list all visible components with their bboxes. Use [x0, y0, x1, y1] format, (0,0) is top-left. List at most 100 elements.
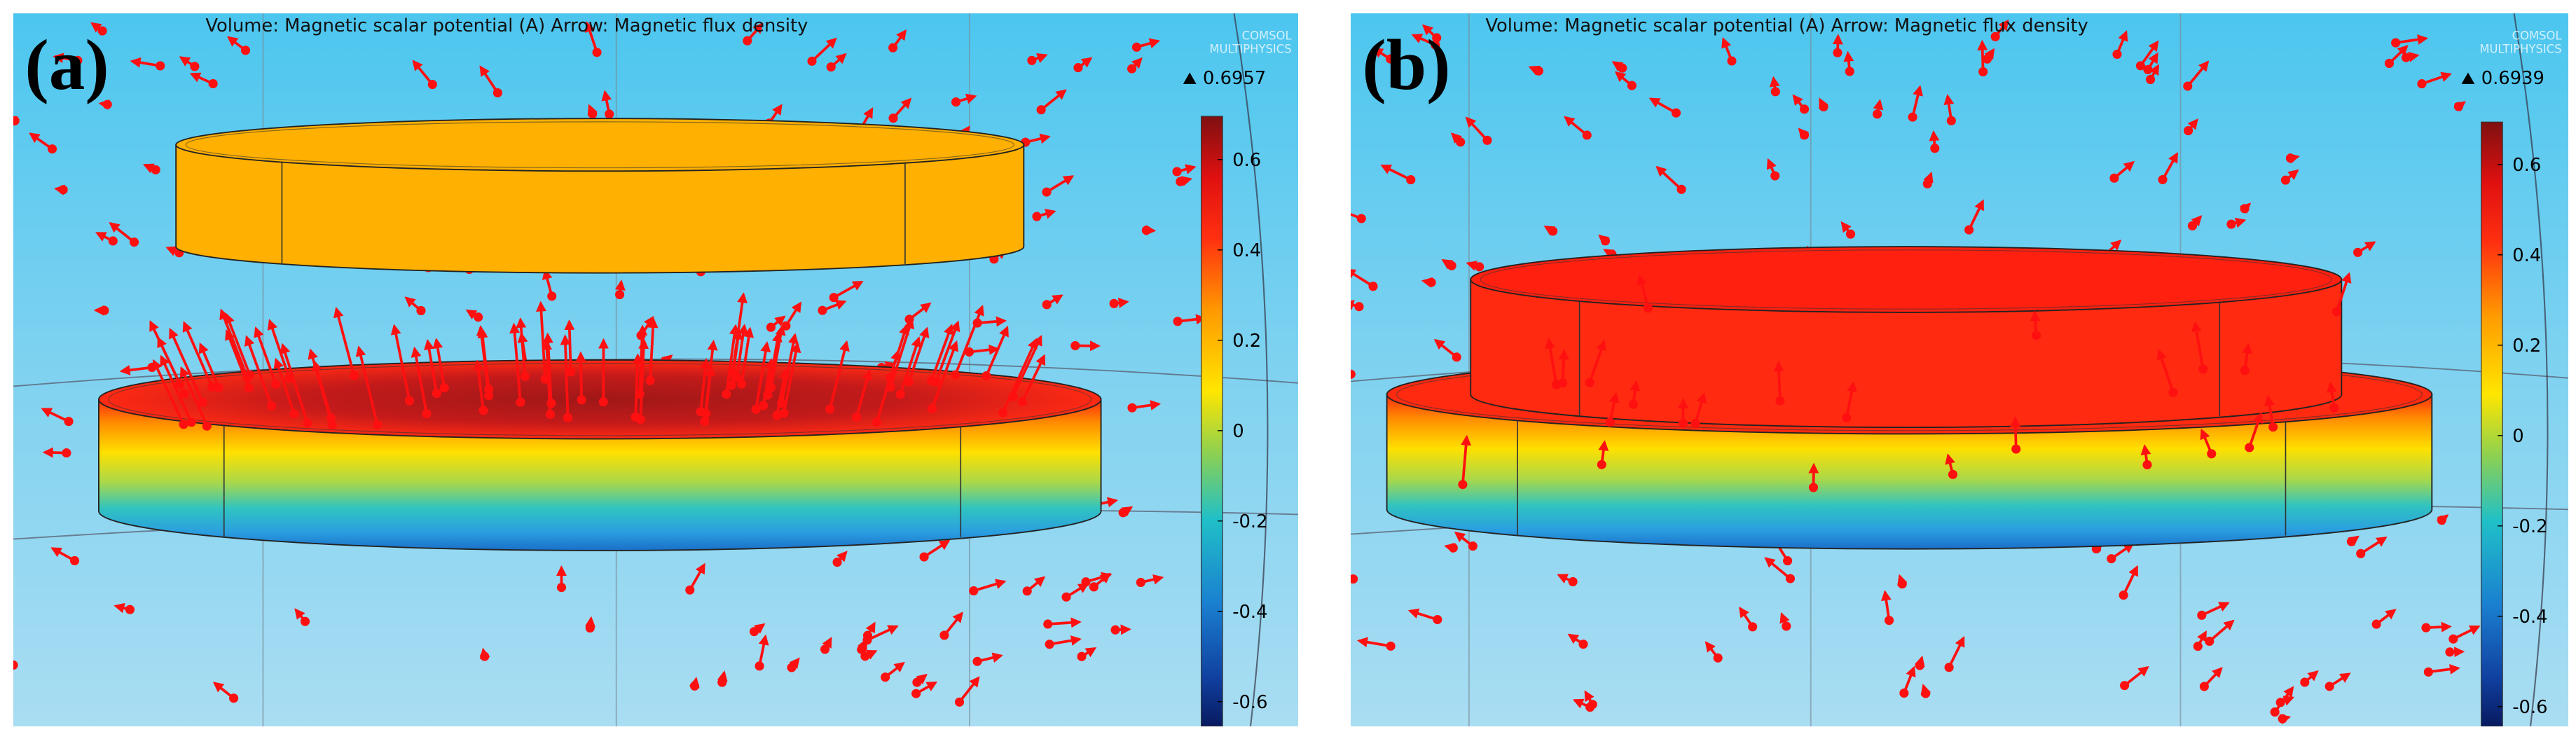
arrow: [90, 22, 104, 33]
arrow: [219, 308, 249, 379]
arrow: [2231, 217, 2247, 228]
arrow-tail: [1819, 102, 1828, 112]
arrow-tail: [1351, 369, 1356, 379]
arrow-tail: [1127, 403, 1137, 413]
arrow: [2191, 321, 2205, 370]
arrow: [2326, 382, 2337, 408]
arrow-tail: [862, 635, 872, 645]
arrow: [2191, 215, 2203, 227]
arrow-tail: [1948, 469, 1958, 479]
colorbar-tick-label: 0.4: [2512, 245, 2541, 266]
arrow: [717, 670, 728, 683]
arrow-tail: [483, 391, 494, 401]
arrow-tail: [373, 420, 383, 430]
arrow: [1704, 641, 1719, 659]
arrow-tail: [577, 395, 586, 405]
arrow: [1567, 633, 1585, 646]
arrow: [601, 90, 612, 115]
arrow: [212, 682, 235, 700]
arrow-tail: [751, 404, 761, 414]
arrow: [1845, 381, 1857, 418]
arrow: [143, 163, 156, 174]
arrow: [564, 319, 575, 372]
arrow-tail: [1351, 574, 1358, 584]
arrow: [244, 335, 273, 407]
arrow-tail: [2142, 460, 2152, 470]
arrow: [355, 345, 379, 425]
arrow: [746, 22, 764, 42]
arrow: [647, 317, 659, 381]
arrow: [969, 344, 1000, 355]
arrow: [1923, 171, 1934, 185]
arrow: [542, 332, 553, 403]
arrow: [638, 338, 649, 420]
arrow: [182, 321, 214, 388]
arrow-tail: [62, 448, 71, 458]
front-arrows: [1458, 272, 2352, 492]
arrow: [923, 539, 951, 558]
arrow-tail: [852, 412, 862, 422]
arrow: [1721, 36, 1733, 62]
arrow-tail: [546, 399, 556, 408]
arrow: [1180, 176, 1193, 186]
arrow-tail: [1032, 212, 1042, 221]
arrow: [516, 317, 527, 377]
arrow: [2186, 60, 2210, 88]
watermark: COMSOL: [1242, 29, 1293, 43]
arrow-tail: [605, 109, 614, 119]
arrow: [892, 97, 912, 119]
max-marker: [1183, 72, 1197, 84]
arrow-tail: [478, 406, 488, 415]
arrow: [13, 116, 18, 127]
arrow-tail: [432, 389, 441, 399]
arrow: [1001, 338, 1038, 413]
arrow: [958, 676, 980, 703]
arrow: [1598, 440, 1609, 465]
arrow-tail: [2329, 403, 2339, 413]
arrow-tail: [1833, 48, 1843, 57]
arrow-tail: [1354, 302, 1364, 312]
arrow-tail: [592, 48, 602, 57]
arrow: [735, 324, 749, 378]
cylinder-inner-rim: [108, 363, 1092, 436]
arrow-tail: [125, 605, 135, 614]
colorbar-tick-label: 0.2: [2512, 336, 2541, 357]
arrow: [704, 365, 716, 414]
arrow-tail: [1558, 378, 1568, 388]
colorbar-tick-label: 0.4: [1232, 240, 1261, 261]
arrow: [753, 623, 766, 634]
plot-title: Volume: Magnetic scalar potential (A) Ar…: [1485, 15, 2088, 36]
arrow: [109, 222, 135, 244]
arrow: [1798, 127, 1810, 139]
arrow: [1461, 434, 1472, 485]
arrow: [333, 307, 356, 376]
colorbar-tick-label: -0.2: [1232, 511, 1267, 532]
arrow-tail: [2268, 422, 2278, 432]
arrow: [1920, 684, 1931, 696]
arrow: [2122, 565, 2139, 596]
arrow: [1543, 226, 1556, 236]
colorbar-tick-label: 0: [1232, 421, 1244, 442]
arrow: [2110, 542, 2135, 560]
arrow: [689, 677, 700, 689]
arrow: [1880, 590, 1892, 621]
arrow: [1630, 380, 1641, 405]
arrow: [1903, 665, 1916, 694]
arrow: [1769, 76, 1780, 92]
panel-a: Volume: Magnetic scalar potential (A) Ar…: [13, 13, 1298, 726]
arrow: [1145, 225, 1157, 236]
arrow: [226, 36, 247, 52]
arrow: [2335, 272, 2352, 312]
arrow: [1984, 48, 1995, 60]
arrow: [585, 616, 595, 628]
arrow: [1465, 116, 1489, 141]
arrow: [1036, 209, 1056, 219]
arrow: [930, 340, 958, 410]
arrow: [2208, 619, 2235, 642]
arrow-tail: [1884, 616, 1894, 626]
arrow: [1372, 48, 1391, 60]
arrow: [1351, 212, 1362, 220]
arrow: [916, 673, 928, 685]
arrow: [1025, 133, 1051, 144]
